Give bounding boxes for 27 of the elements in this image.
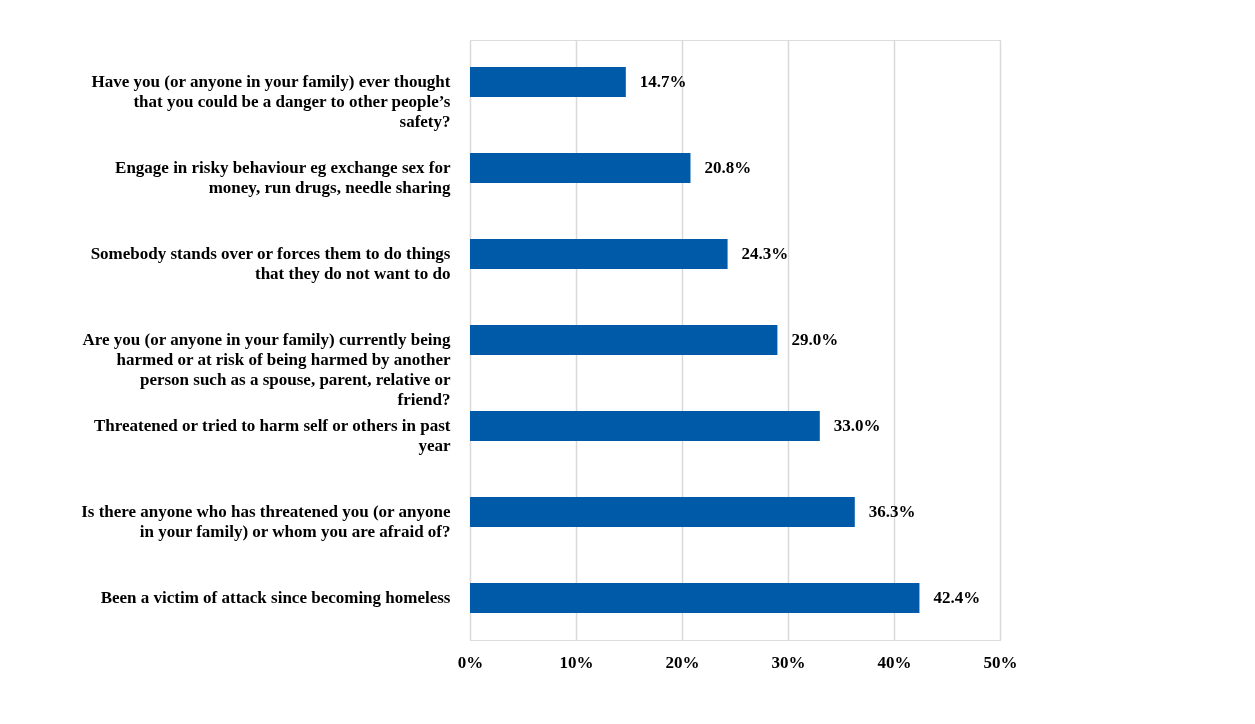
x-tick-label: 30% (771, 652, 806, 672)
y-tick-label: Is there anyone who has threatened you (or anyone in your family) or whom you are afraid of? (81, 501, 451, 541)
bar (470, 239, 728, 270)
bar (470, 410, 820, 441)
y-tick-label: Engage in risky behaviour eg exchange sex for money, run drugs, needle sharing (115, 158, 451, 198)
data-label: 14.7% (639, 72, 687, 92)
x-tick-label: 0% (457, 652, 484, 672)
data-label: 36.3% (868, 501, 916, 521)
data-label: 42.4% (933, 587, 981, 607)
y-tick-label: Are you (or anyone in your family) currently being harmed or at risk of being harmed by another person such as a spouse, parent, relative or friend? (82, 330, 451, 409)
y-tick-label: Threatened or tried to harm self or others in past year (94, 415, 451, 455)
data-label: 20.8% (704, 158, 752, 178)
bar (470, 496, 855, 527)
data-label: 24.3% (741, 244, 789, 264)
y-tick-label: Have you (or anyone in your family) ever thought that you could be a danger to other people’s safety? (91, 72, 451, 132)
x-tick-label: 50% (983, 652, 1018, 672)
bar (470, 67, 626, 98)
data-label: 29.0% (791, 330, 839, 349)
bar (470, 325, 778, 355)
data-label: 33.0% (833, 415, 881, 435)
x-tick-label: 40% (877, 652, 912, 672)
y-tick-label: Somebody stands over or forces them to do things that they do not want to do (90, 244, 451, 284)
x-tick-label: 10% (559, 652, 594, 672)
bar (470, 582, 920, 613)
y-tick-label: Been a victim of attack since becoming homeless (100, 587, 451, 607)
x-tick-label: 20% (665, 652, 700, 672)
bar (470, 153, 691, 184)
